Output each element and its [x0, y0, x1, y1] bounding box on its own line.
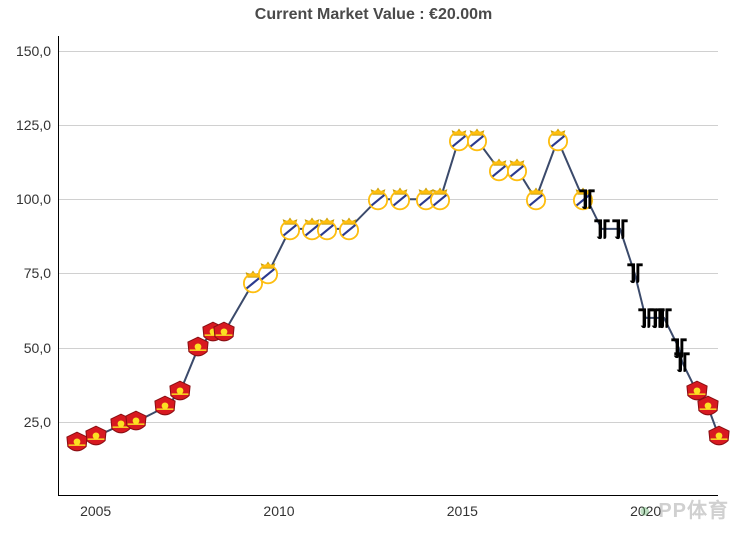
club-crest-manutd-icon — [124, 410, 148, 434]
club-crest-juve-icon — [652, 306, 676, 330]
club-crest-real-icon — [278, 217, 302, 241]
chart-title: Current Market Value : €20.00m — [0, 0, 747, 24]
y-tick-label: 100,0 — [16, 191, 51, 207]
y-tick-label: 125,0 — [16, 117, 51, 133]
club-crest-real-icon — [315, 217, 339, 241]
club-crest-real-icon — [546, 128, 570, 152]
club-crest-real-icon — [337, 217, 361, 241]
y-tick-label: 25,0 — [24, 414, 51, 430]
x-tick-label: 2005 — [80, 503, 111, 519]
club-crest-juve-icon — [670, 350, 694, 374]
y-tick-label: 150,0 — [16, 43, 51, 59]
club-crest-real-icon — [428, 187, 452, 211]
club-crest-juve-icon — [623, 261, 647, 285]
club-crest-manutd-icon — [84, 425, 108, 449]
club-crest-manutd-icon — [696, 395, 720, 419]
y-tick-label: 75,0 — [24, 265, 51, 281]
club-crest-manutd-icon — [168, 380, 192, 404]
club-crest-juve-icon — [608, 217, 632, 241]
y-tick-label: 50,0 — [24, 340, 51, 356]
x-tick-label: 2015 — [447, 503, 478, 519]
club-crest-manutd-icon — [212, 321, 236, 345]
value-line — [59, 36, 718, 495]
watermark: ● PP体育 — [639, 494, 729, 523]
club-crest-juve-icon — [575, 187, 599, 211]
club-crest-real-icon — [388, 187, 412, 211]
club-crest-real-icon — [505, 158, 529, 182]
club-crest-real-icon — [256, 261, 280, 285]
club-crest-real-icon — [366, 187, 390, 211]
x-tick-label: 2010 — [263, 503, 294, 519]
club-crest-real-icon — [465, 128, 489, 152]
chart-plot-area: 25,050,075,0100,0125,0150,02005201020152… — [58, 36, 718, 496]
club-crest-real-icon — [524, 187, 548, 211]
club-crest-manutd-icon — [707, 425, 731, 449]
